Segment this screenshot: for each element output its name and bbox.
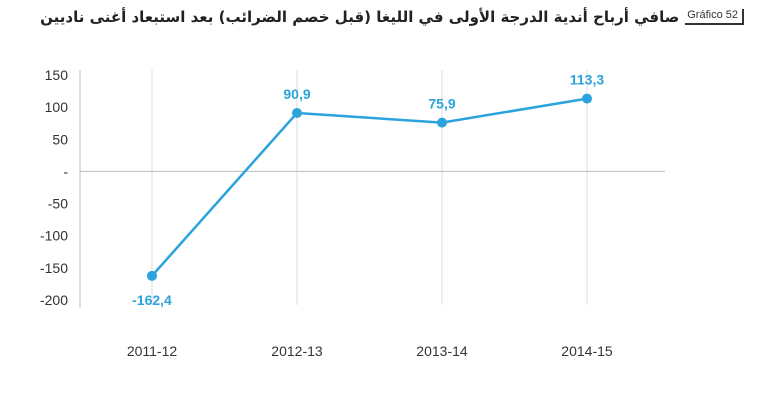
data-label: 113,3: [570, 72, 604, 88]
x-tick-label: 2013-14: [416, 343, 468, 359]
series-line: [151, 97, 588, 277]
chart-title: صافي أرباح أندية الدرجة الأولى في الليغا…: [40, 8, 680, 26]
x-tick-label: 2014-15: [561, 343, 613, 359]
data-label: 75,9: [428, 96, 455, 112]
y-tick-label: -150: [40, 260, 68, 276]
y-tick-label: -50: [48, 196, 68, 212]
x-tick-label: 2012-13: [271, 343, 323, 359]
data-point: [147, 270, 157, 281]
y-tick-label: -100: [40, 228, 68, 244]
y-tick-label: -: [63, 163, 68, 179]
y-tick-label: 150: [45, 67, 69, 83]
data-point: [292, 107, 302, 118]
y-tick-label: -200: [40, 292, 68, 308]
chart-header: صافي أرباح أندية الدرجة الأولى في الليغا…: [40, 8, 744, 26]
data-label: -162,4: [132, 292, 172, 308]
y-tick-label: 100: [45, 99, 69, 115]
figure-badge: Gráfico 52: [685, 9, 744, 25]
data-point: [437, 117, 447, 128]
data-point: [582, 93, 592, 104]
y-tick-label: 50: [52, 131, 68, 147]
x-tick-label: 2011-12: [127, 343, 178, 359]
data-label: 90,9: [283, 86, 310, 102]
